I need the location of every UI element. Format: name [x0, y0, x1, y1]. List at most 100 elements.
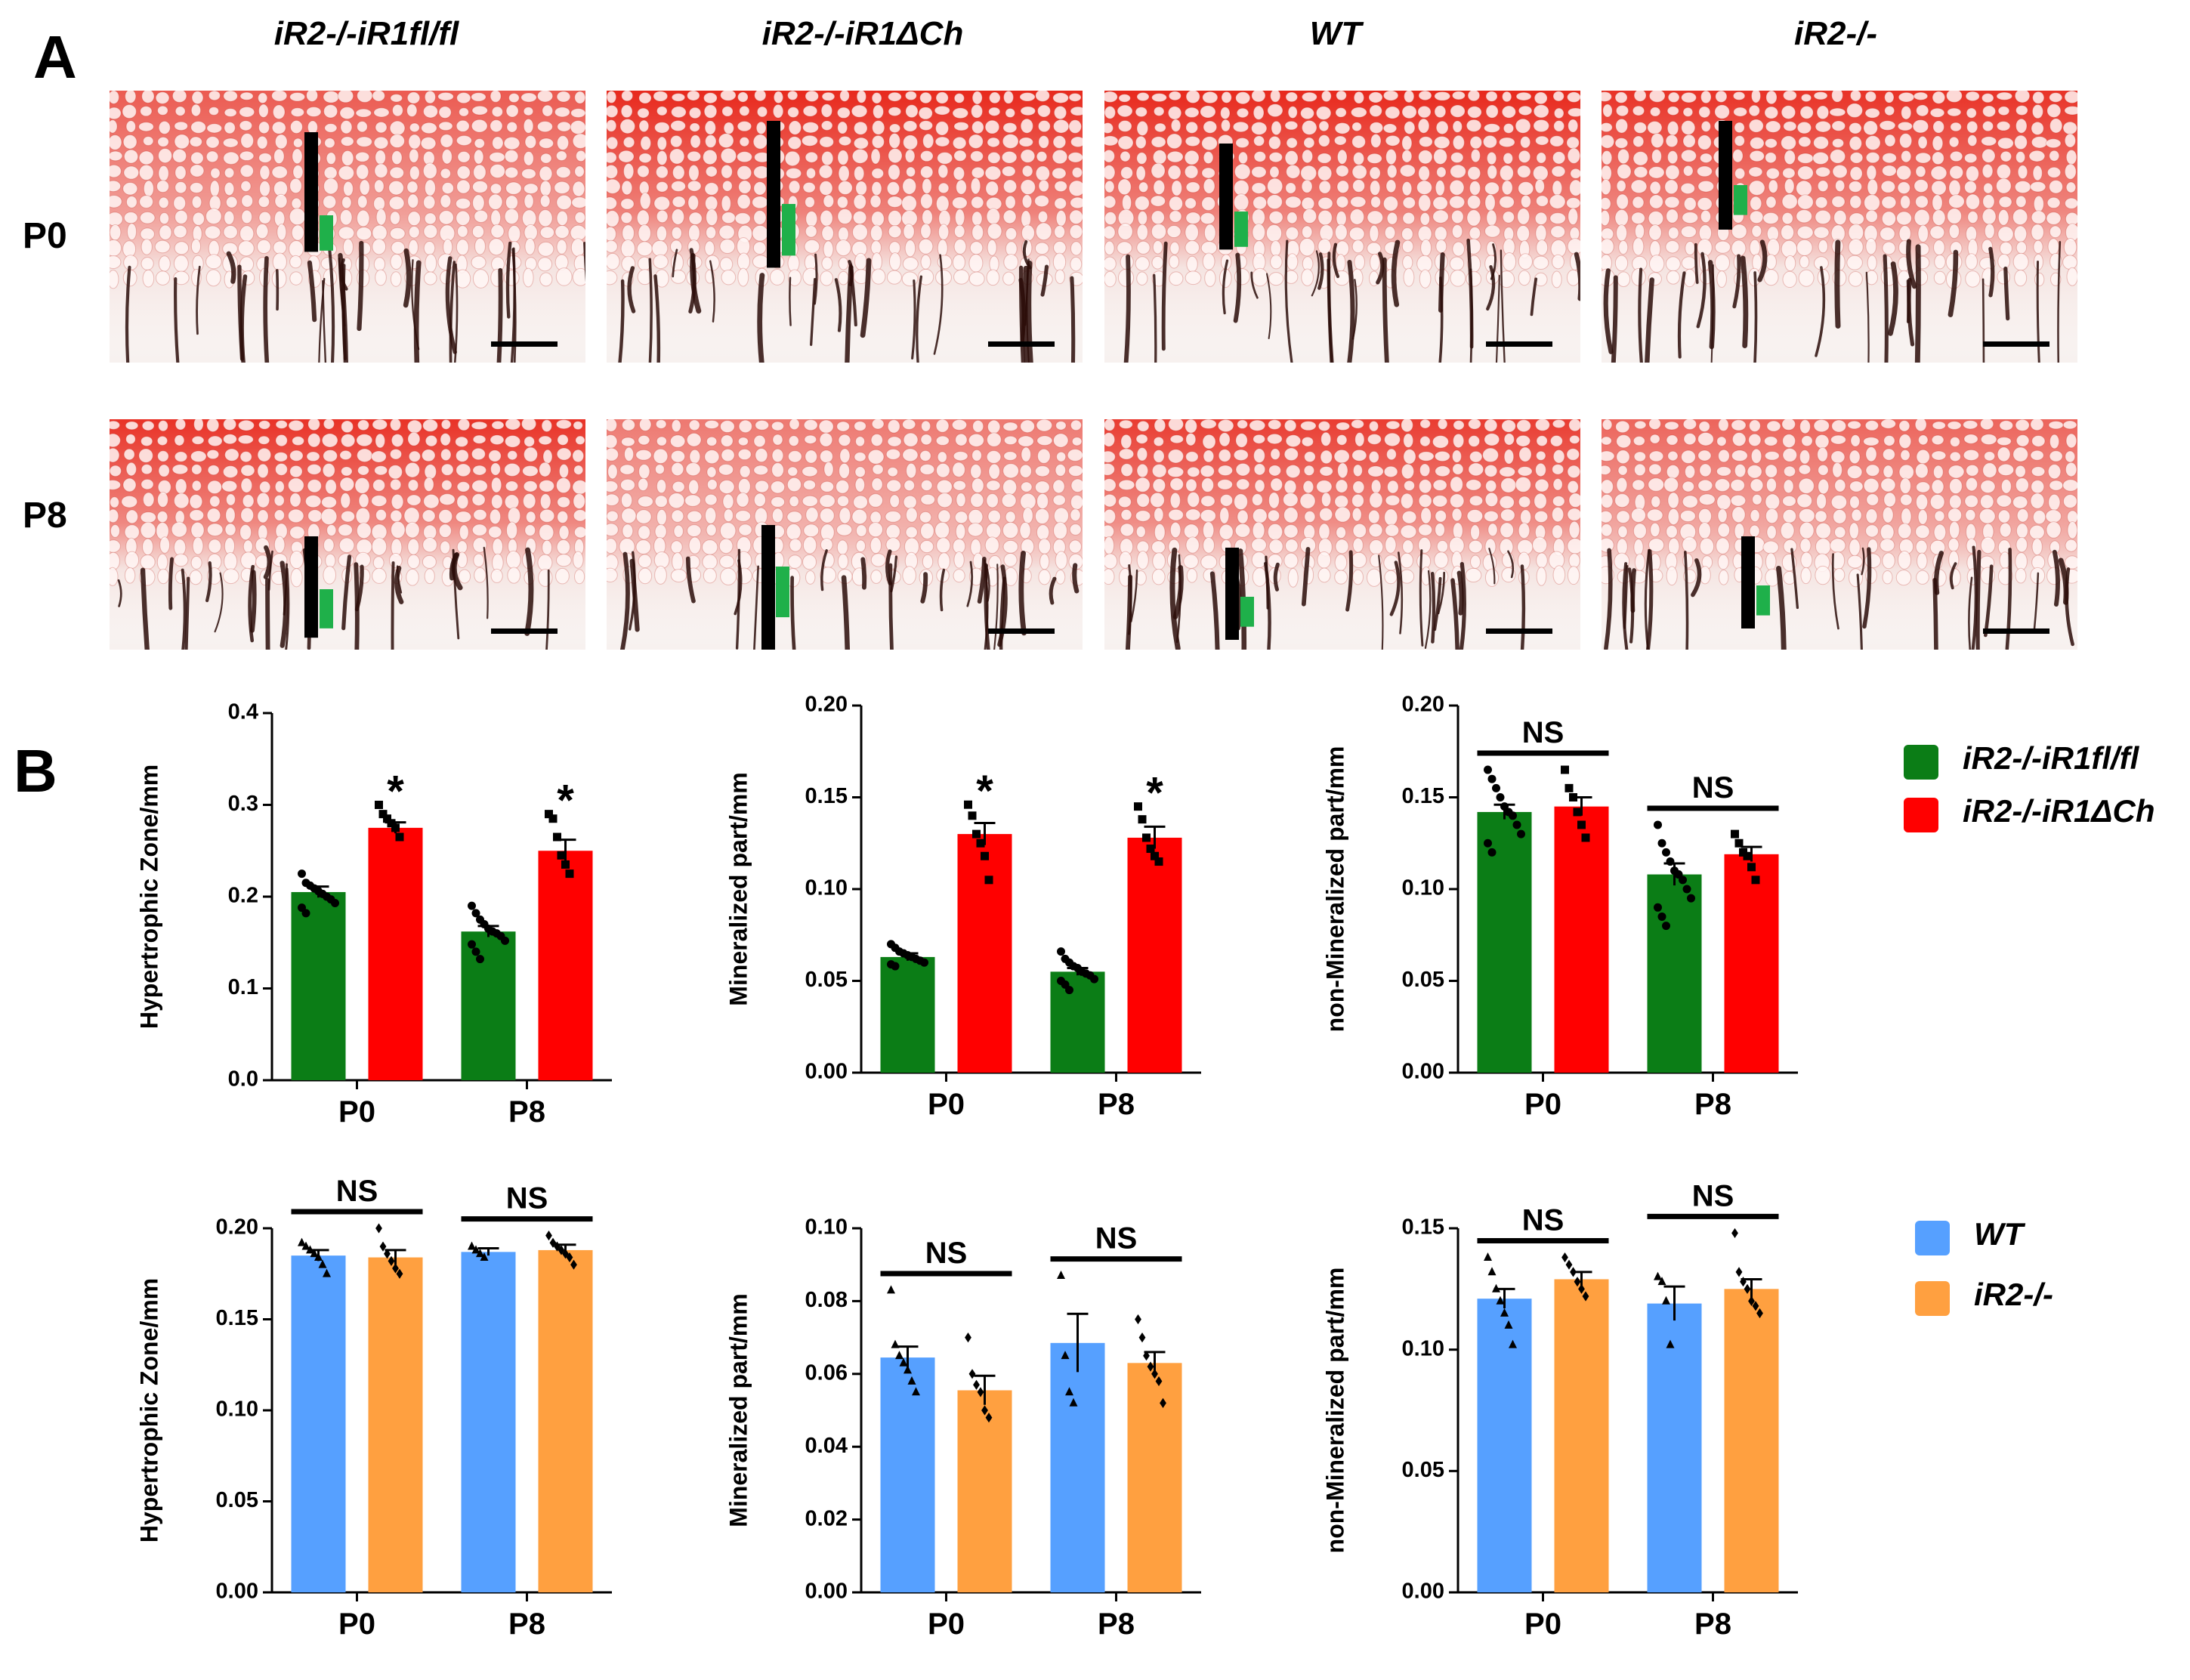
y-tick-label: 0.15 [1402, 784, 1444, 808]
data-point [375, 801, 383, 809]
data-point [476, 1249, 484, 1258]
data-point [1666, 857, 1675, 866]
data-point [1057, 1271, 1065, 1280]
data-point [1734, 838, 1744, 848]
data-point [1487, 774, 1497, 783]
data-point [1582, 1291, 1589, 1302]
data-point [298, 869, 306, 879]
data-point [984, 876, 993, 885]
data-point [1731, 1228, 1738, 1239]
y-tick-label: 0.10 [1402, 1336, 1444, 1360]
bar [957, 834, 1012, 1073]
data-point [1061, 1351, 1070, 1360]
y-tick-label: 0.00 [216, 1580, 258, 1604]
data-point [558, 1245, 565, 1255]
genotype-header-1: iR2-/-iR1fl/fl [273, 15, 459, 52]
data-point [1657, 838, 1666, 848]
y-tick-label: 0.00 [805, 1580, 848, 1604]
data-point [480, 1252, 489, 1261]
significance-label: NS [336, 1178, 378, 1208]
data-point [545, 810, 553, 819]
data-point [965, 1333, 971, 1343]
legend-swatch [1904, 798, 1938, 832]
mineralized-trabeculae [1123, 238, 1580, 363]
chondrocyte-cells [607, 91, 1083, 288]
data-point [310, 1249, 319, 1258]
data-point [1512, 820, 1521, 829]
data-point [1662, 848, 1670, 857]
data-point [468, 1241, 476, 1250]
data-point [566, 1252, 573, 1263]
significance-label: NS [1522, 716, 1565, 749]
micrograph-p0-iR2-iR1flfl [110, 91, 585, 363]
y-axis-label: non-Mineralized part/mm [1321, 1268, 1348, 1554]
y-tick-label: 0.2 [228, 884, 258, 908]
chart-hypertrophic-zone-fl-vs-dch: Hypertrophic Zone/mm 0.0 0.1 0.2 0.3 0.4 P0 * P8… [135, 700, 612, 1129]
data-point [920, 958, 928, 967]
chondrocyte-cells [1104, 419, 1580, 588]
data-point [1577, 820, 1586, 829]
mineralized-trabeculae [125, 240, 585, 363]
data-point [1065, 1387, 1073, 1396]
micrograph-p8-iR2 [1602, 419, 2077, 650]
bar [1724, 854, 1779, 1073]
x-tick-label: P0 [338, 1607, 375, 1641]
y-tick-label: 0.10 [216, 1397, 258, 1422]
total-zone-bar [1719, 121, 1732, 230]
data-point [981, 1405, 988, 1416]
bar [957, 1390, 1012, 1592]
x-tick-label: P8 [508, 1095, 545, 1129]
data-point [1142, 833, 1151, 842]
data-point [1581, 833, 1590, 842]
bar [368, 1257, 423, 1592]
total-zone-bar [304, 132, 318, 252]
bar [1127, 1363, 1182, 1592]
y-tick-label: 0.06 [805, 1360, 848, 1385]
data-point [471, 909, 480, 918]
mineralized-zone-bar [320, 589, 333, 628]
data-point [391, 823, 400, 832]
bar [1477, 1299, 1532, 1592]
chart-hypertrophic-zone-wt-vs-ir2: Hypertrophic Zone/mm 0.00 0.05 0.10 0.15 0.20… [135, 1178, 612, 1641]
data-point [468, 901, 476, 910]
data-point [1743, 851, 1752, 860]
data-point [981, 851, 989, 860]
x-tick-label: P8 [1098, 1088, 1135, 1121]
x-tick-label: P0 [1524, 1607, 1561, 1641]
data-point [565, 869, 574, 879]
scale-bar [491, 341, 558, 347]
y-axis-label: Mineralized part/mm [724, 1293, 752, 1527]
genotype-header-3: WT [1309, 15, 1362, 52]
total-zone-bar [767, 121, 780, 268]
data-point [1731, 829, 1739, 838]
chart-mineralized-fl-vs-dch: Mineralized part/mm 0.00 0.05 0.10 0.15 0.20 P… [724, 693, 1201, 1121]
scale-bar [1486, 628, 1552, 634]
bar [538, 851, 593, 1080]
bar [1050, 971, 1105, 1073]
data-point [891, 1339, 900, 1348]
y-axis-label: non-Mineralized part/mm [1321, 746, 1348, 1033]
significance-label: NS [925, 1237, 968, 1270]
significance-star: * [1146, 769, 1163, 818]
scale-bar [1983, 341, 2049, 347]
x-tick-label: P0 [928, 1607, 965, 1641]
micrograph-p8-iR2-iR1flfl [110, 419, 585, 650]
data-point [1492, 783, 1500, 792]
data-point [1500, 1308, 1509, 1317]
mineralized-zone-bar [1734, 185, 1747, 215]
genotype-header-4: iR2-/- [1794, 15, 1877, 52]
data-point [1654, 1271, 1662, 1280]
mineralized-trabeculae [619, 548, 1080, 650]
chondrocyte-cells [110, 91, 585, 289]
data-point [471, 947, 480, 956]
data-point [1154, 857, 1163, 866]
data-point [976, 838, 985, 848]
legend-fl-vs-dch: iR2-/-iR1fl/fl iR2-/-iR1ΔCh [1904, 740, 2183, 846]
data-point [1487, 1267, 1497, 1276]
data-point [1509, 1339, 1517, 1348]
y-tick-label: 0.20 [216, 1215, 258, 1240]
significance-label: NS [1095, 1222, 1138, 1255]
data-point [1682, 885, 1691, 894]
data-point [561, 860, 570, 869]
y-tick-label: 0.20 [1402, 693, 1444, 717]
